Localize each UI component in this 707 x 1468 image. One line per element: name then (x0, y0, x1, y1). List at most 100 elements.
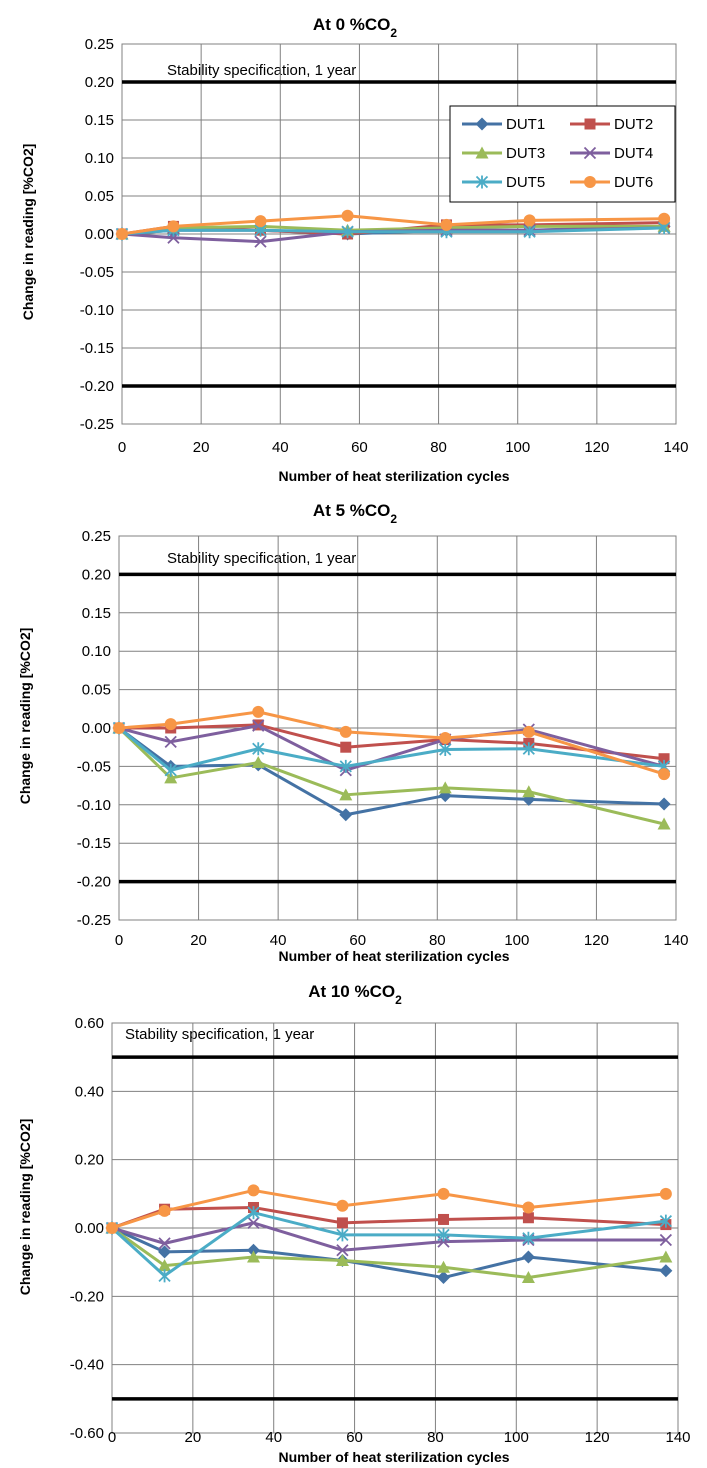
y-tick-label: 0.20 (75, 1152, 104, 1169)
y-tick-label: 0.10 (85, 150, 114, 167)
data-point (167, 220, 180, 233)
data-point (439, 743, 452, 757)
y-tick-label: 0.15 (85, 112, 114, 129)
plot-area (121, 43, 677, 425)
x-tick-label: 0 (118, 439, 126, 456)
data-point (659, 1250, 673, 1263)
x-tick-label: 40 (270, 932, 287, 949)
x-tick-label: 120 (584, 439, 609, 456)
series-dut6 (116, 209, 671, 240)
legend-marker (475, 117, 489, 131)
y-tick-label: 0.60 (75, 1015, 104, 1032)
data-point (252, 705, 265, 718)
x-tick-label: 0 (115, 932, 123, 949)
y-tick-label: -0.10 (80, 302, 114, 319)
legend-label: DUT1 (506, 116, 545, 133)
data-point (521, 1250, 535, 1264)
legend-entry-dut6: DUT6 (570, 174, 653, 191)
data-point (252, 719, 265, 732)
legend-entry-dut5: DUT5 (462, 174, 545, 191)
data-point (522, 742, 535, 756)
data-point (254, 215, 267, 228)
data-point (658, 212, 671, 225)
data-point (340, 741, 352, 753)
legend-marker (584, 176, 596, 188)
legend-marker (475, 175, 489, 189)
x-tick-label: 100 (504, 1429, 529, 1446)
y-tick-label: 0.15 (82, 605, 111, 622)
data-point (164, 735, 177, 748)
legend-label: DUT5 (506, 174, 545, 191)
y-tick-label: 0.20 (82, 566, 111, 583)
data-point (522, 785, 536, 798)
data-point (254, 235, 267, 248)
legend-label: DUT6 (614, 174, 653, 191)
data-point (247, 1243, 260, 1257)
chart-0co2: At 0 %CO2 Stability specification, 1 yea… (20, 15, 689, 484)
y-tick-label: 0.10 (82, 643, 111, 660)
legend-entry-dut3: DUT3 (462, 145, 545, 162)
spec-annotation: Stability specification, 1 year (125, 1026, 314, 1043)
data-point (659, 1214, 673, 1228)
data-point (158, 1245, 172, 1259)
data-point (341, 225, 354, 239)
series-dut6 (106, 1184, 672, 1234)
legend-entry-dut1: DUT1 (462, 116, 545, 133)
data-point (659, 1233, 673, 1247)
series-line (119, 723, 665, 761)
x-tick-label: 40 (272, 439, 289, 456)
legend-label: DUT3 (506, 145, 545, 162)
data-point (657, 817, 671, 830)
y-tick-label: -0.60 (70, 1425, 104, 1442)
legend: DUT1 DUT2 DUT3 DUT4 DUT5 DUT6 (449, 105, 676, 203)
data-point (335, 1253, 349, 1266)
data-point (440, 218, 453, 231)
legend-marker (475, 146, 489, 159)
data-point (164, 771, 178, 784)
chart-title: At 0 %CO2 (313, 15, 397, 40)
series-line (111, 1206, 666, 1230)
x-tick-label: 100 (505, 439, 530, 456)
y-tick-label: -0.40 (70, 1357, 104, 1374)
data-point (437, 1271, 451, 1285)
x-axis-label: Number of heat sterilization cycles (278, 468, 509, 484)
data-point (437, 1187, 450, 1200)
series-dut5 (105, 1206, 673, 1283)
data-point (336, 1199, 349, 1212)
y-tick-label: 0.05 (82, 682, 111, 699)
series-line (111, 1221, 666, 1252)
x-tick-label: 140 (663, 932, 688, 949)
data-point (658, 768, 671, 781)
x-axis-label: Number of heat sterilization cycles (278, 948, 509, 964)
y-tick-label: -0.15 (80, 340, 114, 357)
y-axis-label: Change in reading [%CO2] (17, 1119, 33, 1296)
y-tick-label: -0.20 (70, 1288, 104, 1305)
x-tick-label: 60 (346, 1429, 363, 1446)
y-tick-label: 0.40 (75, 1083, 104, 1100)
y-axis-label: Change in reading [%CO2] (20, 144, 36, 321)
data-point (659, 1264, 673, 1278)
x-tick-label: 100 (504, 932, 529, 949)
y-tick-label: 0.20 (85, 74, 114, 91)
data-point (106, 1222, 118, 1234)
data-point (247, 1250, 260, 1263)
chart-panel-10co2: At 10 %CO2 Stability specification, 1 ye… (0, 970, 707, 1468)
data-point (438, 789, 452, 803)
series-dut6 (113, 705, 671, 781)
data-point (437, 1228, 450, 1242)
y-tick-label: -0.25 (77, 912, 111, 929)
legend-marker (584, 118, 596, 130)
data-point (247, 1184, 260, 1197)
y-tick-label: -0.05 (77, 758, 111, 775)
data-point (658, 753, 670, 765)
data-point (339, 725, 352, 738)
y-tick-label: -0.15 (77, 835, 111, 852)
data-point (247, 1206, 260, 1220)
data-point (251, 756, 265, 769)
x-tick-label: 20 (193, 439, 210, 456)
x-tick-label: 0 (108, 1429, 116, 1446)
data-point (164, 718, 177, 731)
data-point (252, 742, 265, 756)
data-point (339, 788, 353, 801)
chart-title: At 5 %CO2 (313, 501, 397, 526)
